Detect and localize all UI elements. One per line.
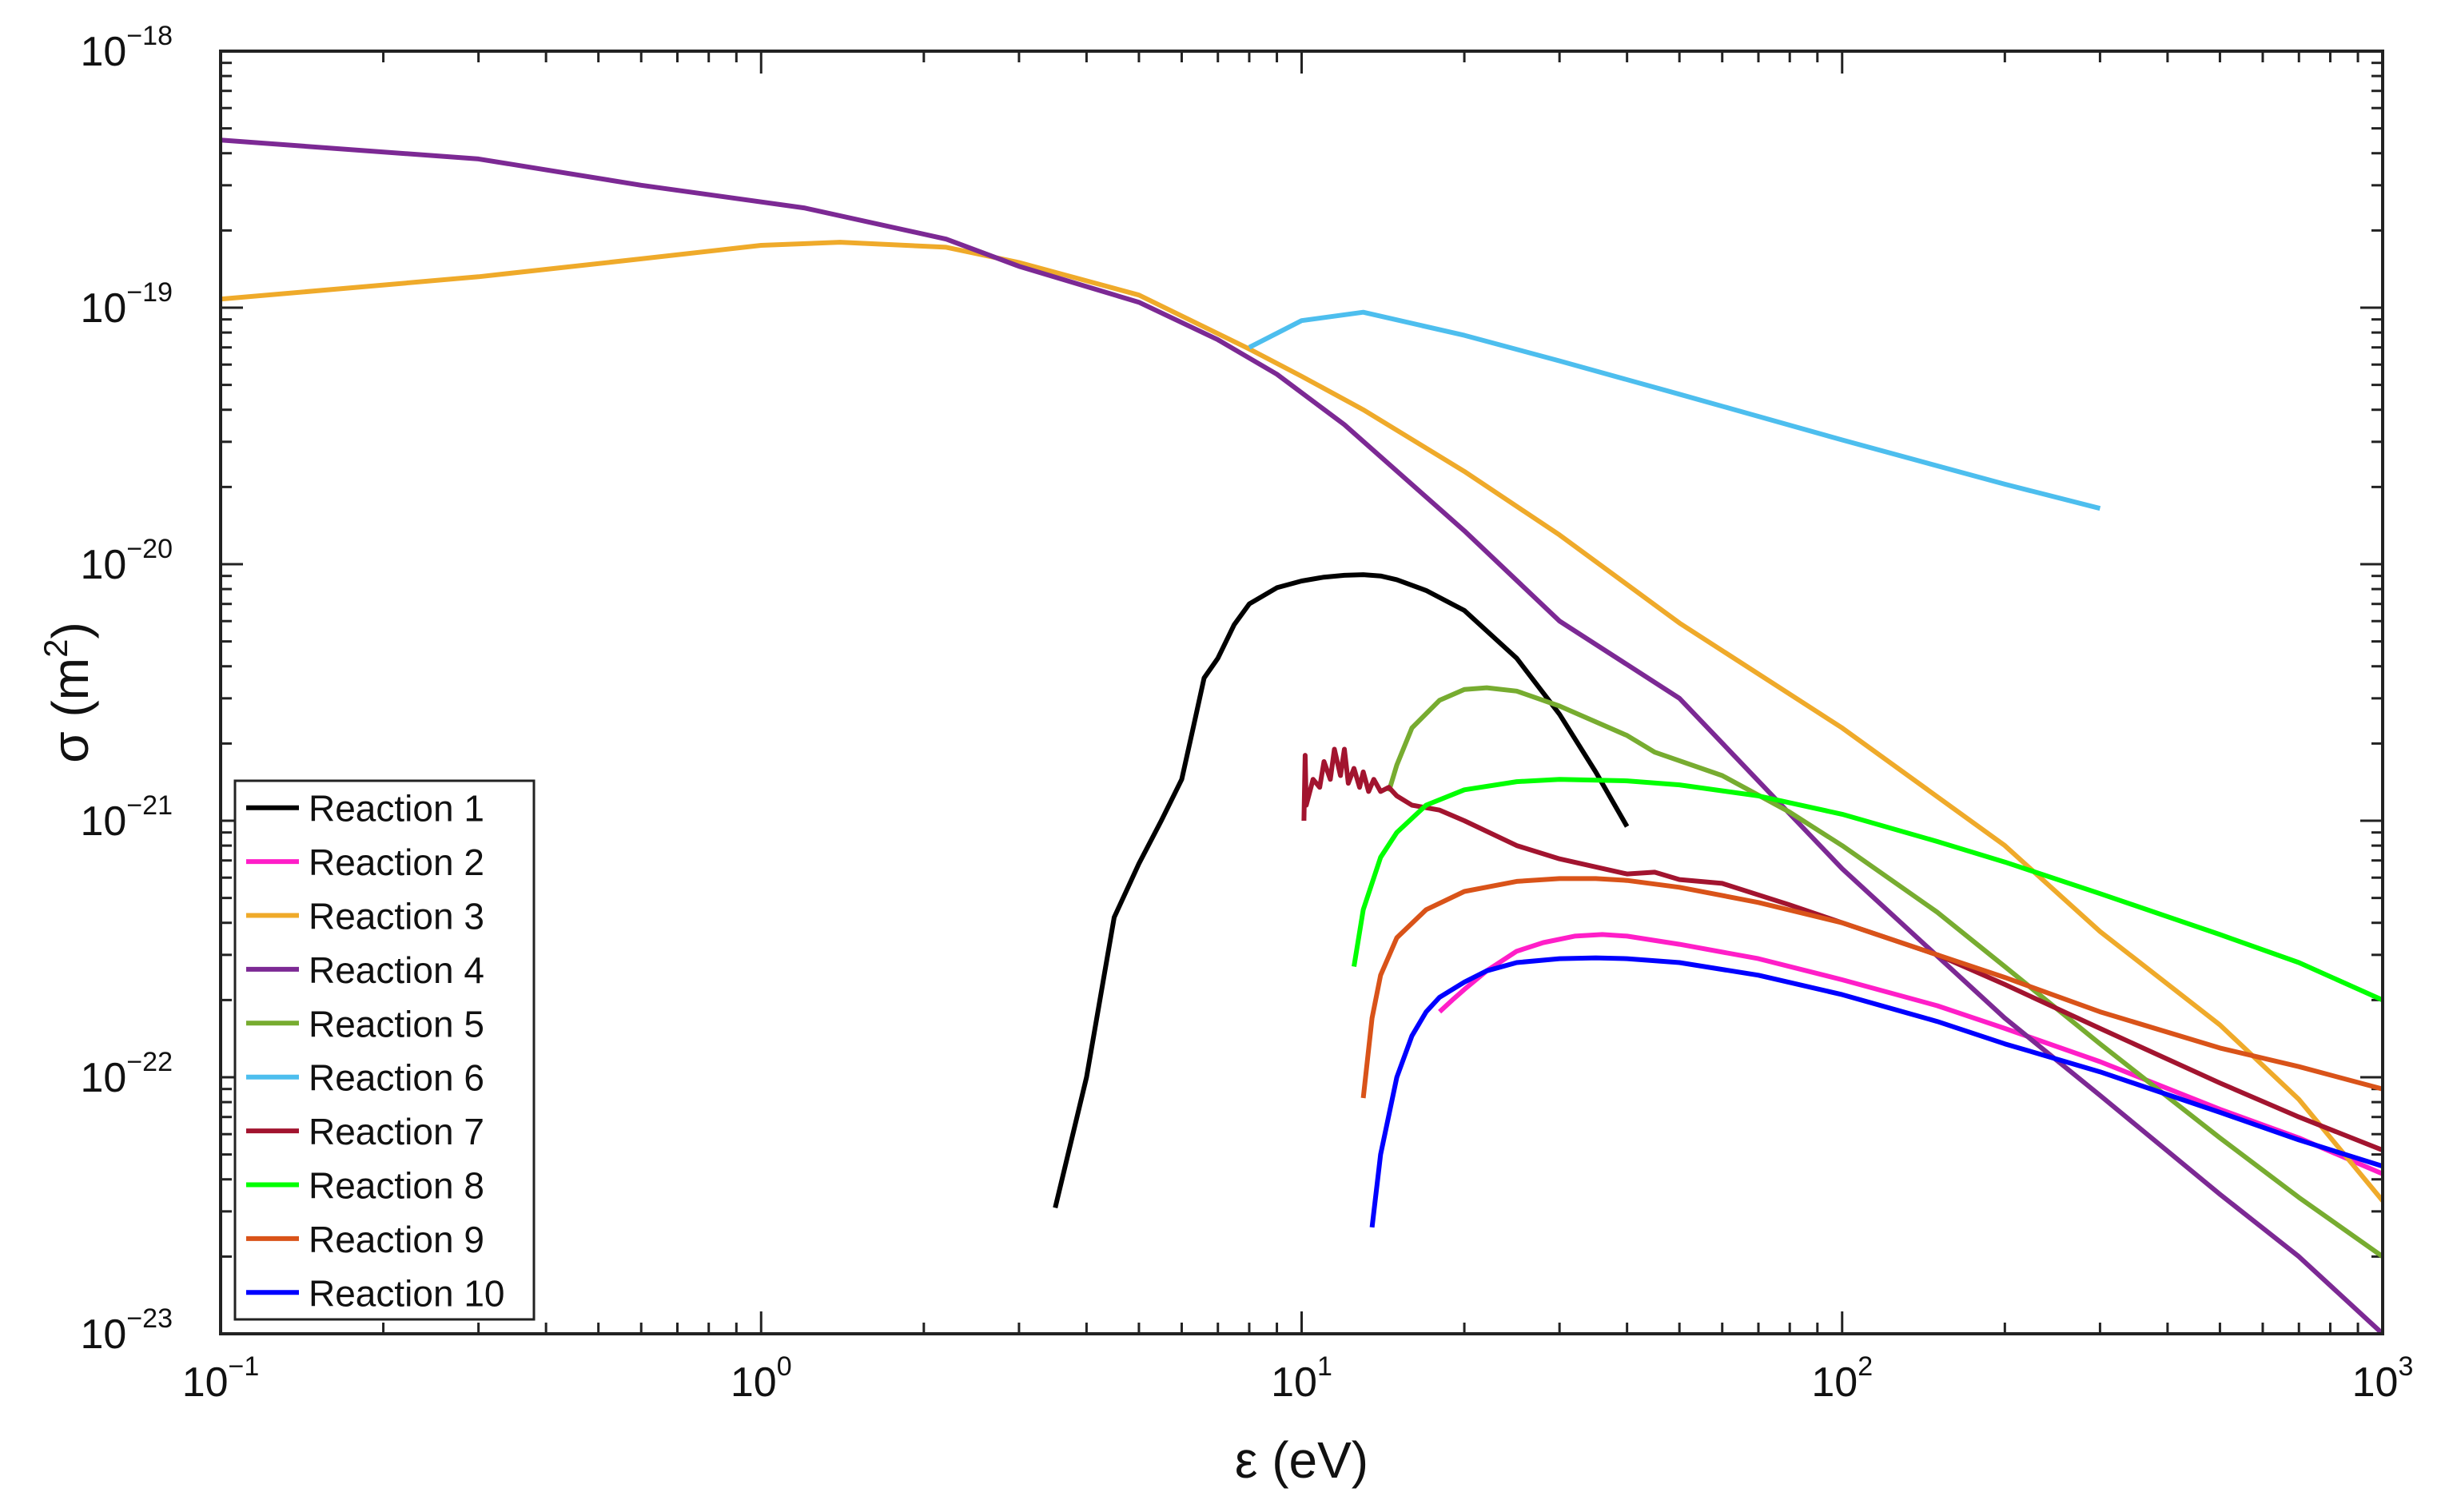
legend-label-reaction-3: Reaction 3 — [309, 896, 484, 937]
y-tick-label: 10−21 — [80, 790, 173, 845]
legend-label-reaction-8: Reaction 8 — [309, 1165, 484, 1207]
series-line-reaction-3 — [221, 240, 2383, 1203]
series-line-reaction-1 — [1053, 572, 1630, 1209]
legend: Reaction 1 Reaction 2 Reaction 3 Reaction 4… — [233, 779, 536, 1321]
series-line-reaction-6 — [1248, 309, 2101, 511]
plot-area — [221, 51, 2383, 1334]
x-tick-label: 10−1 — [182, 1351, 260, 1406]
legend-box — [233, 779, 536, 1321]
y-tick-label: 10−20 — [80, 534, 173, 588]
legend-label-reaction-1: Reaction 1 — [309, 788, 484, 830]
series-line-reaction-5 — [1386, 685, 2383, 1259]
x-axis-label: ε (eV) — [1235, 1431, 1368, 1489]
legend-label-reaction-2: Reaction 2 — [309, 842, 484, 883]
series-group — [221, 137, 2383, 1334]
y-tick-label: 10−23 — [80, 1303, 173, 1358]
series-line-reaction-4 — [221, 137, 2383, 1334]
x-tick-label: 102 — [1811, 1351, 1873, 1406]
axes-frame — [219, 50, 2384, 1335]
y-axis-label: σ (m2) — [37, 622, 99, 763]
y-tick-label: 10−19 — [80, 277, 173, 332]
legend-label-reaction-9: Reaction 9 — [309, 1219, 484, 1260]
series-line-reaction-8 — [1352, 777, 2383, 1003]
y-tick-label: 10−18 — [80, 21, 173, 75]
legend-label-reaction-5: Reaction 5 — [309, 1003, 484, 1044]
legend-label-reaction-6: Reaction 6 — [309, 1057, 484, 1099]
legend-label-reaction-4: Reaction 4 — [309, 949, 484, 991]
y-tick-label: 10−22 — [80, 1047, 173, 1101]
legend-label-reaction-7: Reaction 7 — [309, 1111, 484, 1152]
series-line-reaction-10 — [1369, 955, 2383, 1228]
series-line-reaction-9 — [1360, 876, 2383, 1099]
x-tick-label: 103 — [2352, 1351, 2414, 1406]
x-tick-label: 101 — [1271, 1351, 1332, 1406]
legend-label-reaction-10: Reaction 10 — [309, 1272, 505, 1314]
x-tick-label: 100 — [731, 1351, 792, 1406]
